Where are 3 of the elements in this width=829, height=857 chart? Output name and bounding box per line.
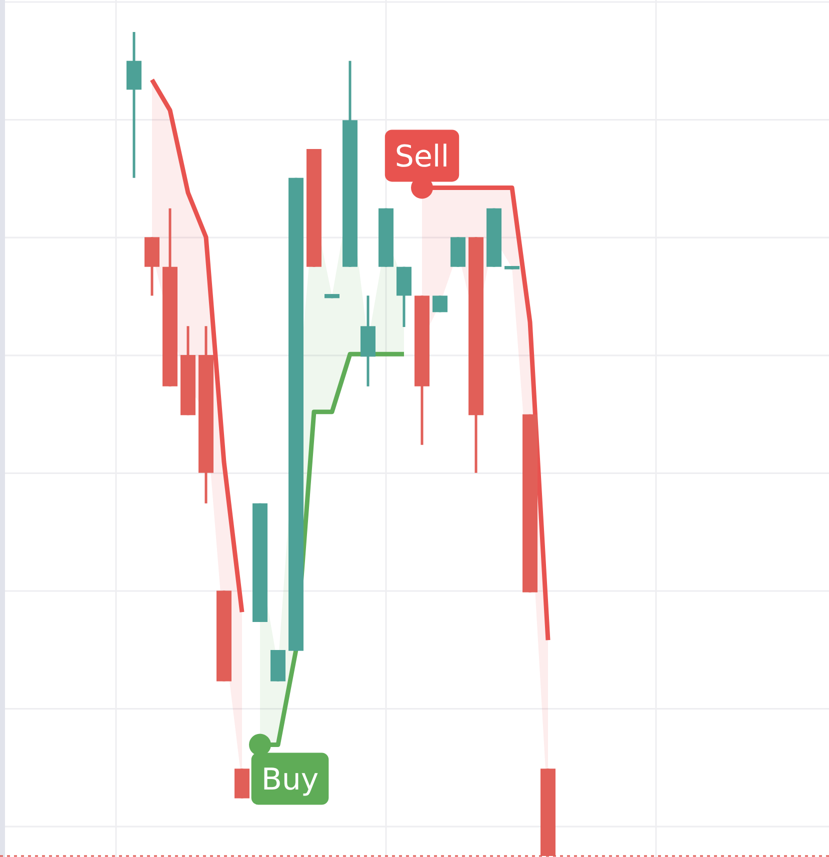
candlestick <box>432 294 448 314</box>
annotation: Buy <box>261 762 319 798</box>
annotation: Sell <box>394 140 450 175</box>
